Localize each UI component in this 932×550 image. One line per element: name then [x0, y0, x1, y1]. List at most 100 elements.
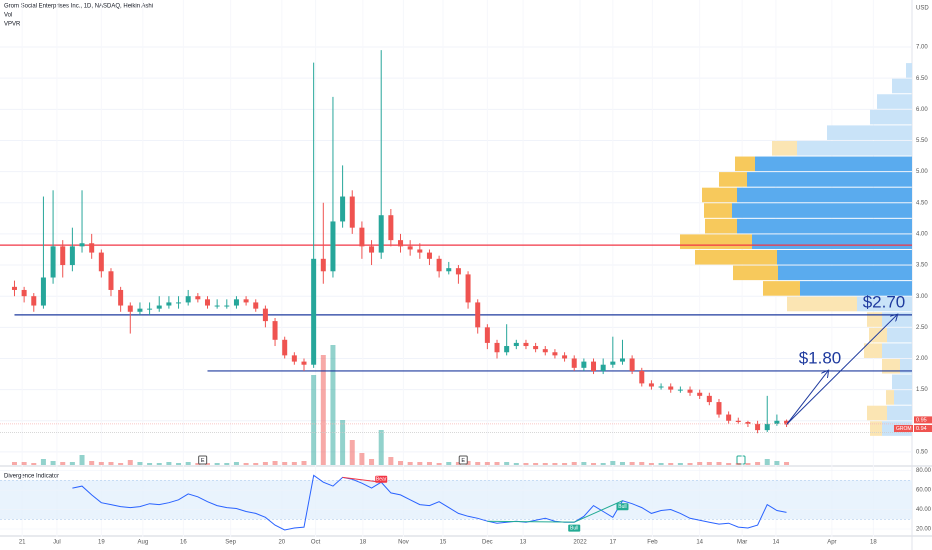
divergence-tag [375, 475, 388, 483]
volume-bar [11, 462, 17, 465]
x-tick-label: Oct [311, 540, 321, 546]
volume-bar [494, 462, 500, 465]
x-tick-label: 15 [440, 540, 447, 546]
candle-body [648, 383, 654, 387]
profile-down [882, 358, 900, 374]
candle-body [31, 296, 37, 306]
arrow [786, 371, 828, 425]
x-tick-label: 14 [773, 540, 780, 546]
x-tick-label: 19 [98, 540, 105, 546]
x-tick-label: 18 [870, 540, 877, 546]
candle-body [301, 361, 307, 365]
volume-bar [504, 462, 510, 465]
volume-bar [311, 375, 317, 465]
profile-down [719, 172, 747, 187]
divergence-label: Bull [618, 504, 626, 510]
volume-bar [176, 463, 182, 465]
candle-body [330, 221, 336, 272]
profile-up [892, 374, 912, 390]
volume-bar [668, 463, 674, 465]
x-tick-label: 20 [278, 540, 285, 546]
volume-bar [118, 463, 124, 465]
profile-up [882, 343, 912, 358]
volume-bar [291, 462, 297, 465]
candle-body [697, 392, 703, 396]
indicator-tick-label: 80.00 [916, 468, 932, 474]
x-tick-label: Sep [225, 540, 236, 546]
volume-bar [50, 461, 56, 465]
volume-bar [542, 463, 548, 465]
candle-body [446, 268, 452, 272]
volume-bar [706, 462, 712, 465]
candle-body [204, 299, 210, 306]
y-tick-label: 6.50 [916, 76, 928, 82]
candle-body [407, 246, 413, 250]
candle-body [436, 258, 442, 272]
candle-body [253, 302, 259, 309]
volume-bar [571, 462, 577, 465]
candle-body [774, 420, 780, 424]
divergence-tag [616, 503, 629, 511]
volume-bar [108, 462, 114, 465]
candle-body [504, 346, 510, 353]
profile-up [894, 390, 912, 405]
y-tick-label: 2.00 [916, 356, 928, 362]
volume-bar [716, 462, 722, 465]
volume-bar [523, 463, 529, 465]
candle-body [523, 342, 529, 347]
volume-bar [465, 461, 471, 465]
profile-down [735, 156, 755, 172]
event-marker [458, 455, 468, 465]
x-tick-label: 18 [360, 540, 367, 546]
x-tick-label: Jul [53, 540, 61, 546]
volume-bar [166, 462, 172, 465]
volume-bar [301, 461, 307, 465]
profile-up [857, 296, 912, 312]
candle-body [185, 296, 191, 303]
candle-body [484, 327, 490, 343]
volume-bar [533, 463, 539, 465]
profile-up [887, 405, 912, 421]
x-tick-label: Feb [647, 540, 658, 546]
volume-bar [262, 462, 268, 465]
volume-bar [214, 463, 220, 465]
candle-body [388, 215, 394, 241]
profile-up [877, 94, 912, 109]
volume-bar [320, 355, 326, 465]
candle-body [726, 414, 732, 421]
profile-up [906, 63, 912, 78]
profile-down [867, 405, 887, 421]
divergence-tag [568, 524, 581, 532]
profile-down [733, 265, 778, 281]
volume-bar [436, 463, 442, 465]
volume-bar [610, 461, 616, 465]
price-tag [914, 425, 932, 433]
profile-down [705, 218, 737, 234]
profile-up [737, 218, 912, 234]
candle-body [716, 402, 722, 415]
volume-bar [591, 463, 597, 465]
volume-bar [127, 460, 133, 465]
candle-body [475, 302, 481, 328]
volume-bar [552, 463, 558, 465]
profile-up [887, 327, 912, 343]
y-tick-label: 7.00 [916, 45, 928, 51]
profile-down [702, 187, 737, 203]
profile-up [778, 265, 912, 281]
candle-body [639, 370, 645, 384]
candle-body [600, 364, 606, 371]
volume-bar [417, 462, 423, 465]
volume-bar [745, 463, 751, 465]
x-tick-label: Nov [398, 540, 409, 546]
candle-body [340, 196, 346, 222]
candle-body [176, 302, 182, 304]
candle-body [224, 305, 230, 307]
volume-bar [89, 461, 95, 465]
x-tick-label: Dec [482, 540, 493, 546]
divergence-line [342, 476, 382, 483]
indicator-tick-label: 60.00 [916, 488, 932, 494]
candle-body [745, 422, 751, 424]
profile-up [752, 234, 912, 249]
candle-body [610, 361, 616, 365]
volume-bar [619, 462, 625, 465]
